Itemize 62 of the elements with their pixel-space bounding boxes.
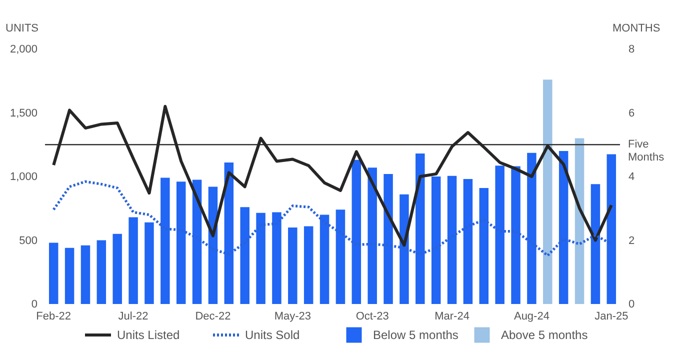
bar — [590, 184, 600, 304]
x-tick-label: Jul-22 — [118, 310, 148, 322]
line-series — [52, 180, 613, 257]
bar — [400, 194, 409, 304]
x-tick-label: Dec-22 — [195, 310, 231, 322]
bar — [240, 207, 250, 304]
bar — [463, 179, 473, 304]
legend-label: Below 5 months — [373, 328, 458, 342]
ref-line-label: Five Months — [628, 138, 665, 164]
bar — [320, 214, 330, 304]
y2-tick-label: 2 — [628, 234, 635, 247]
bar — [352, 160, 362, 304]
bar — [144, 222, 154, 304]
bar — [272, 212, 282, 304]
y-tick-label: 1,500 — [10, 107, 38, 120]
bar — [495, 166, 504, 304]
bar — [479, 188, 489, 304]
bar — [160, 178, 170, 304]
bar — [64, 248, 74, 304]
bar — [288, 228, 298, 304]
legend-label: Above 5 months — [501, 328, 588, 342]
bar — [606, 154, 616, 304]
y2-tick-label: 0 — [628, 298, 635, 310]
bar — [431, 176, 441, 304]
bar — [447, 176, 457, 304]
y2-axis-title: MONTHS — [612, 22, 660, 34]
bar — [304, 226, 314, 304]
bar — [96, 240, 106, 304]
x-tick-label: Feb-22 — [36, 310, 72, 322]
bar — [574, 138, 584, 304]
x-tick-label: Mar-24 — [434, 310, 470, 322]
legend-label: Units Sold — [245, 328, 300, 342]
bar — [176, 182, 186, 304]
y-axis-title: UNITS — [6, 22, 38, 34]
bar — [192, 180, 202, 304]
y-tick-label: 1,000 — [10, 171, 38, 183]
y2-tick-label: 4 — [628, 171, 635, 183]
y-tick-label: 500 — [19, 234, 38, 247]
line-series — [52, 104, 613, 247]
bar — [558, 151, 568, 304]
bar — [48, 242, 58, 304]
y-tick-label: 0 — [31, 298, 38, 310]
bar — [384, 174, 393, 304]
x-tick-label: May-23 — [274, 310, 311, 322]
bar — [112, 234, 122, 304]
bar — [128, 217, 138, 304]
x-tick-label: Jan-25 — [594, 310, 628, 322]
bar — [256, 212, 266, 304]
bar — [80, 245, 90, 304]
x-tick-label: Aug-24 — [514, 310, 550, 322]
bar — [416, 154, 425, 304]
bar — [368, 168, 377, 304]
y2-tick-label: 6 — [628, 107, 635, 120]
bar — [511, 166, 520, 304]
x-tick-label: Oct-23 — [356, 310, 389, 322]
bar — [336, 210, 346, 304]
bar — [527, 152, 536, 304]
y-tick-label: 2,000 — [10, 44, 38, 56]
bar — [224, 162, 234, 304]
y2-tick-label: 8 — [628, 44, 635, 56]
bar — [543, 80, 552, 304]
legend-label: Units Listed — [117, 328, 180, 342]
